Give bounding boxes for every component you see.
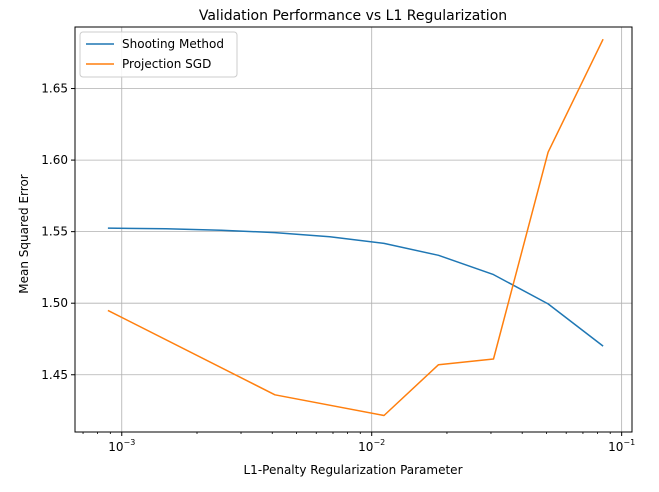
chart-title: Validation Performance vs L1 Regularizat…: [199, 8, 507, 24]
y-tick-label: 1.50: [41, 296, 68, 310]
y-tick-label: 1.65: [41, 82, 68, 96]
legend: Shooting Method Projection SGD: [79, 31, 238, 78]
x-axis-label: L1-Penalty Regularization Parameter: [244, 463, 463, 477]
y-tick-label: 1.55: [41, 225, 68, 239]
x-tick-label: 10−2: [358, 438, 385, 454]
x-tick-label: 10−3: [108, 438, 135, 454]
legend-box: [79, 31, 238, 78]
legend-label: Projection SGD: [122, 57, 211, 71]
series-line-shooting-method: [107, 227, 604, 347]
y-tick-label: 1.60: [41, 153, 68, 167]
grid: [75, 27, 632, 432]
plot-area: [107, 38, 604, 417]
y-axis-label: Mean Squared Error: [17, 174, 31, 294]
x-tick-label: 10−1: [608, 438, 635, 454]
series-line-projection-sgd: [107, 38, 604, 417]
legend-label: Shooting Method: [122, 37, 224, 51]
axes: 1.45 1.50 1.55 1.60 1.65 10−3 10−2 10−1: [41, 82, 635, 454]
plot-frame: [74, 26, 633, 433]
y-tick-label: 1.45: [41, 368, 68, 382]
